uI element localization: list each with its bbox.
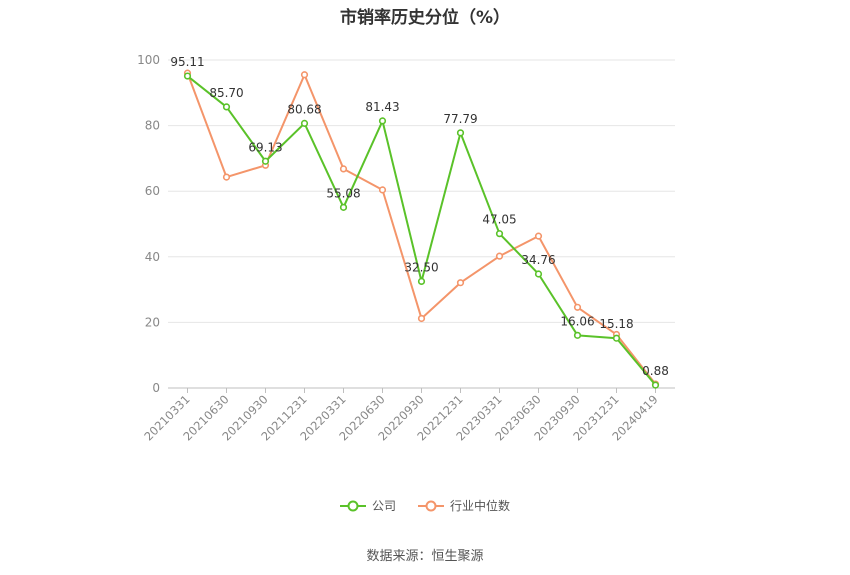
legend: 公司 行业中位数 bbox=[0, 497, 850, 514]
point-company bbox=[534, 270, 543, 278]
data-label: 34.76 bbox=[521, 253, 555, 267]
point-industry-median bbox=[300, 71, 309, 79]
point-industry-median bbox=[495, 252, 504, 260]
point-industry-median bbox=[573, 303, 582, 311]
point-industry-median bbox=[339, 165, 348, 173]
chart-title: 市销率历史分位（%） bbox=[339, 8, 511, 28]
legend-label-company: 公司 bbox=[371, 499, 396, 513]
y-tick-label: 40 bbox=[145, 250, 160, 264]
point-company bbox=[612, 334, 621, 342]
point-industry-median bbox=[417, 314, 426, 323]
data-label: 81.43 bbox=[365, 100, 399, 114]
point-company bbox=[651, 381, 660, 389]
series-layer bbox=[183, 69, 660, 389]
y-tick-label: 100 bbox=[137, 53, 160, 67]
point-company bbox=[261, 157, 270, 165]
point-company bbox=[300, 119, 309, 127]
point-industry-median bbox=[378, 186, 387, 194]
point-company bbox=[573, 331, 582, 339]
data-label: 32.50 bbox=[404, 260, 438, 274]
data-label: 69.13 bbox=[248, 140, 282, 154]
legend-marker-company-icon bbox=[339, 500, 366, 511]
y-tick-label: 60 bbox=[145, 184, 160, 198]
legend-item-industry-median[interactable]: 行业中位数 bbox=[418, 497, 510, 514]
series-line-industry-median bbox=[186, 72, 657, 385]
point-company bbox=[339, 203, 348, 211]
point-company bbox=[183, 72, 192, 80]
point-industry-median bbox=[456, 279, 465, 287]
data-label: 15.18 bbox=[599, 317, 633, 331]
grid-layer bbox=[168, 59, 675, 323]
legend-label-industry-median: 行业中位数 bbox=[450, 499, 511, 513]
data-label-layer: 95.11 85.70 69.13 80.68 55.08 81.43 32.50 77.79… bbox=[170, 55, 669, 378]
y-tick-label: 20 bbox=[145, 315, 160, 329]
point-company bbox=[378, 117, 387, 125]
point-company bbox=[222, 103, 231, 111]
point-industry-median bbox=[534, 232, 543, 240]
data-label: 47.05 bbox=[482, 213, 516, 227]
data-label: 77.79 bbox=[443, 112, 477, 126]
point-company bbox=[417, 277, 426, 286]
source-note: 数据来源：恒生聚源 bbox=[366, 549, 484, 564]
data-label: 16.06 bbox=[560, 314, 594, 328]
y-tick-label: 80 bbox=[145, 119, 160, 133]
data-label: 55.08 bbox=[326, 186, 360, 200]
legend-item-company[interactable]: 公司 bbox=[339, 497, 396, 514]
point-company bbox=[495, 230, 504, 238]
legend-marker-industry-median-icon bbox=[418, 500, 444, 511]
series-line-company bbox=[186, 75, 657, 386]
data-label: 80.68 bbox=[287, 102, 321, 116]
point-company bbox=[456, 129, 465, 137]
axis-layer: 0204060801002021033120210630202109302021… bbox=[137, 53, 675, 444]
data-label: 95.11 bbox=[170, 55, 204, 69]
point-industry-median bbox=[222, 173, 231, 181]
data-label: 85.70 bbox=[209, 86, 243, 100]
data-label: 0.88 bbox=[642, 364, 669, 378]
y-tick-label: 0 bbox=[152, 381, 160, 395]
